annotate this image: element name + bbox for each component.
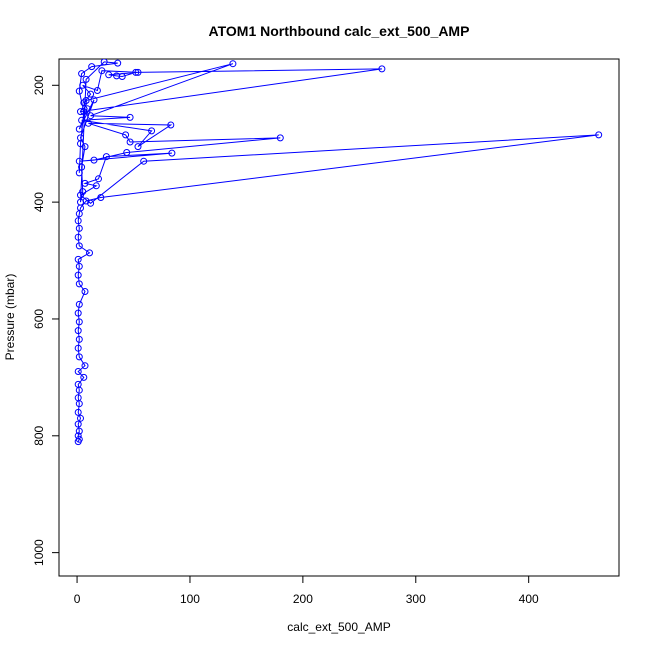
data-point: [80, 99, 88, 107]
y-tick-label: 600: [32, 309, 46, 329]
data-point: [74, 217, 82, 225]
data-point: [75, 262, 83, 270]
data-point: [74, 344, 82, 352]
data-point: [81, 362, 89, 370]
data-point: [87, 199, 95, 207]
x-tick-label: 0: [74, 592, 81, 606]
plot-frame: [58, 58, 620, 577]
data-point: [75, 224, 83, 232]
data-point: [105, 71, 113, 79]
data-point: [74, 327, 82, 335]
data-point: [79, 188, 87, 196]
data-point: [75, 318, 83, 326]
data-point: [74, 394, 82, 402]
data-point: [123, 149, 131, 156]
data-point: [74, 309, 82, 317]
plot-area: [74, 59, 603, 446]
data-point: [92, 182, 100, 190]
data-point: [74, 233, 82, 241]
data-point: [595, 131, 603, 139]
data-point: [229, 60, 237, 68]
data-point: [167, 121, 175, 129]
data-point: [134, 68, 142, 76]
data-point: [276, 134, 284, 142]
data-point: [75, 353, 83, 361]
data-point: [102, 153, 110, 161]
data-point: [134, 143, 142, 151]
data-point: [75, 169, 83, 177]
data-point: [78, 116, 86, 124]
data-point: [95, 175, 102, 183]
data-point: [78, 163, 86, 171]
data-point: [87, 112, 95, 120]
y-axis-label: Pressure (mbar): [3, 274, 17, 361]
data-point: [168, 149, 176, 157]
data-point: [140, 157, 148, 165]
data-point: [114, 59, 122, 67]
data-point: [122, 131, 130, 139]
data-point: [77, 198, 84, 206]
data-point: [84, 119, 92, 127]
data-point: [75, 435, 83, 443]
x-axis: 0 100 200 300 400: [74, 575, 539, 606]
data-point: [113, 72, 121, 80]
data-point: [86, 249, 93, 257]
y-axis: 200 400 600 800 1000: [32, 75, 60, 566]
data-point: [77, 414, 84, 422]
data-point: [77, 140, 84, 148]
series-line: [77, 61, 599, 442]
y-tick-label: 800: [32, 425, 46, 445]
data-point: [90, 156, 98, 164]
data-point: [75, 87, 83, 95]
data-point: [75, 242, 83, 250]
data-point: [82, 97, 90, 104]
data-point: [74, 432, 82, 440]
data-point: [100, 59, 108, 66]
data-point: [74, 380, 82, 388]
data-point: [75, 427, 83, 435]
data-point: [74, 408, 82, 416]
data-point: [88, 63, 96, 71]
data-point: [75, 300, 83, 308]
data-point: [75, 157, 83, 165]
data-point: [126, 113, 134, 121]
data-point: [74, 255, 82, 263]
data-point: [75, 335, 83, 343]
data-point: [75, 125, 83, 133]
data-point: [148, 127, 156, 135]
x-tick-label: 100: [180, 592, 200, 606]
y-tick-label: 200: [32, 75, 46, 95]
data-point: [74, 271, 82, 279]
x-tick-label: 400: [519, 592, 539, 606]
data-point: [87, 90, 95, 98]
data-point: [81, 288, 89, 295]
data-point: [77, 108, 84, 116]
x-tick-label: 300: [406, 592, 426, 606]
data-point: [74, 420, 82, 428]
data-point: [81, 179, 89, 187]
data-point: [126, 138, 134, 146]
data-point: [79, 81, 87, 89]
data-point: [93, 87, 101, 94]
data-point: [97, 194, 105, 201]
data-point: [132, 68, 140, 76]
data-point: [77, 191, 84, 199]
x-tick-label: 200: [293, 592, 313, 606]
data-point: [74, 368, 82, 375]
data-point: [90, 96, 98, 104]
data-point: [98, 67, 106, 75]
x-axis-label: calc_ext_500_AMP: [287, 620, 390, 634]
data-point: [80, 373, 88, 381]
data-point: [378, 65, 386, 73]
y-tick-label: 400: [32, 192, 46, 212]
data-point: [82, 75, 90, 83]
data-point: [78, 70, 86, 78]
chart-title: ATOM1 Northbound calc_ext_500_AMP: [209, 23, 470, 39]
data-point: [80, 108, 88, 116]
data-point: [75, 280, 83, 288]
y-tick-label: 1000: [32, 539, 46, 566]
